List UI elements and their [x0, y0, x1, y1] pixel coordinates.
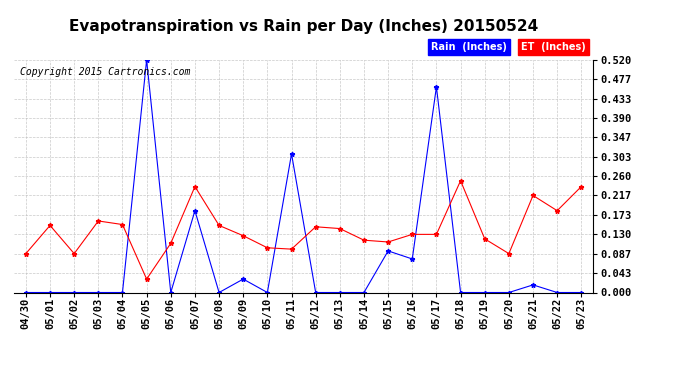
Text: Rain  (Inches): Rain (Inches)	[431, 42, 507, 52]
Text: ET  (Inches): ET (Inches)	[521, 42, 586, 52]
Text: Copyright 2015 Cartronics.com: Copyright 2015 Cartronics.com	[19, 67, 190, 77]
Text: Evapotranspiration vs Rain per Day (Inches) 20150524: Evapotranspiration vs Rain per Day (Inch…	[69, 19, 538, 34]
